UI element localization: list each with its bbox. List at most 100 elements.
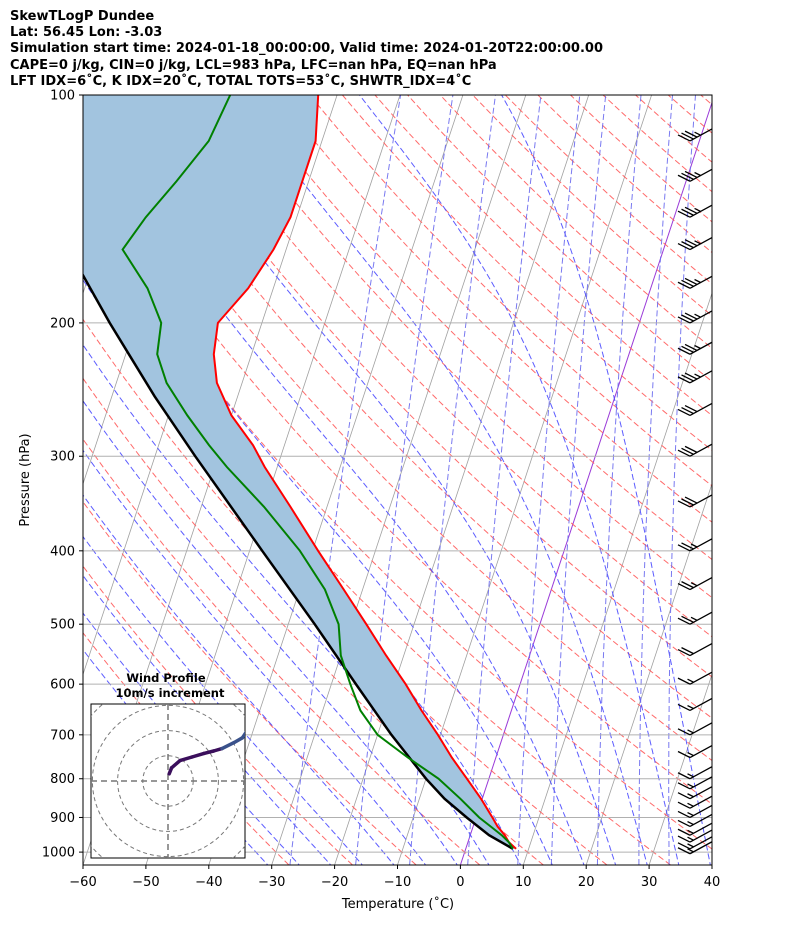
y-tick-label: 900: [50, 811, 75, 826]
wind-barb-flag: [677, 210, 691, 218]
title-station: SkewTLogP Dundee: [10, 9, 155, 24]
x-tick-label: −10: [384, 875, 411, 890]
wind-barb: [677, 841, 713, 855]
wind-barb: [677, 671, 713, 685]
isotherm: [711, 863, 712, 865]
hodograph-segment: [178, 755, 194, 763]
wind-barb-flag: [687, 820, 694, 826]
y-axis-label: Pressure (hPa): [18, 433, 33, 526]
mixing-ratio-line: [596, 95, 642, 865]
wind-barb-staff: [689, 494, 713, 508]
mixing-ratio-line: [550, 95, 607, 865]
wind-barb-flag: [681, 172, 694, 180]
wind-barb-flag: [687, 793, 694, 798]
x-axis: −60 −50 −40 −30 −20 −10 0 10 20 30 40: [69, 865, 720, 890]
wind-barbs: [677, 128, 713, 855]
x-tick-label: 30: [641, 875, 658, 890]
wind-barb: [677, 128, 713, 142]
hodograph: [91, 704, 245, 858]
wind-barb-staff: [689, 697, 713, 712]
y-tick-label: 200: [50, 316, 75, 331]
x-tick-label: 20: [578, 875, 595, 890]
wind-barb-flag: [681, 208, 694, 216]
wind-barb-flag: [681, 615, 694, 623]
mixing-ratio-line: [638, 95, 673, 865]
moist-adiabat: [501, 95, 711, 865]
wind-barb: [677, 804, 713, 819]
wind-barb: [677, 744, 713, 759]
wind-barb: [677, 443, 713, 457]
wind-barb-staff: [689, 822, 713, 836]
wind-barb-flag: [684, 239, 698, 247]
x-tick-label: −30: [258, 875, 285, 890]
wind-barb-staff: [689, 795, 713, 809]
wind-barb: [677, 275, 713, 289]
wind-barb-flag: [677, 728, 691, 736]
wind-barb-staff: [689, 538, 713, 552]
wind-barb: [677, 776, 713, 790]
dry-adiabat: [407, 95, 712, 383]
wind-barb-staff: [689, 804, 713, 819]
wind-barb: [677, 786, 713, 800]
wind-barb-flag: [677, 677, 691, 685]
dry-adiabat: [83, 438, 481, 865]
wind-barb: [677, 168, 713, 182]
hodograph-segment: [240, 730, 245, 740]
wind-barb-flag: [690, 616, 698, 621]
wind-barb-flag: [687, 773, 694, 778]
x-tick-label: −60: [69, 875, 96, 890]
dry-adiabat: [635, 95, 712, 163]
wind-barb-flag: [684, 312, 698, 320]
moist-adiabat: [83, 108, 585, 865]
dry-adiabat: [342, 95, 712, 451]
wind-barb: [677, 576, 713, 591]
wind-barb-flag: [677, 810, 691, 819]
wind-barb-staff: [689, 829, 713, 843]
title-stability-indices: LFT IDX=6˚C, K IDX=20˚C, TOTAL TOTS=53˚C…: [10, 73, 472, 89]
y-tick-label: 700: [50, 728, 75, 743]
wind-barb-flag: [694, 171, 701, 177]
wind-barb: [677, 538, 713, 552]
wind-barb-flag: [677, 544, 691, 552]
wind-barb: [677, 642, 713, 657]
hodograph-segment: [169, 758, 182, 770]
moist-adiabat: [83, 535, 363, 865]
wind-barb-flag: [681, 132, 694, 140]
wind-barb: [677, 204, 713, 218]
y-axis: 100 200 300 400 500 600 700 800 900 1000: [42, 89, 83, 861]
wind-barb-flag: [684, 372, 698, 380]
y-tick-label: 1000: [42, 846, 75, 861]
title-cape-indices: CAPE=0 j/kg, CIN=0 j/kg, LCL=983 hPa, LF…: [10, 57, 497, 73]
wind-barb-staff: [689, 776, 713, 790]
mixing-ratio-line: [355, 95, 454, 865]
wind-barb-flag: [681, 542, 694, 550]
wind-barb-staff: [689, 722, 713, 736]
wind-barb-flag: [694, 373, 701, 378]
moist-adiabat: [83, 449, 427, 865]
wind-barb: [677, 836, 713, 850]
zero-isotherm: [459, 100, 712, 865]
wind-barb-flag: [677, 750, 691, 759]
wind-barb: [677, 494, 713, 508]
wind-barb-staff: [689, 766, 713, 780]
parcel-line: [83, 272, 514, 850]
wind-barb-staff: [689, 204, 713, 218]
wind-barb: [677, 402, 713, 417]
wind-barb-flag: [677, 500, 691, 508]
wind-barb-flag: [687, 848, 694, 853]
wind-barb-flag: [681, 279, 694, 287]
wind-barb-flag: [681, 498, 694, 506]
mixing-ratio-line: [467, 95, 542, 865]
wind-barb: [677, 370, 713, 384]
wind-barb-flag: [677, 772, 691, 780]
wind-barb: [677, 766, 713, 780]
dry-adiabat: [276, 95, 712, 523]
wind-barb: [677, 795, 713, 809]
wind-barb-flag: [694, 344, 701, 350]
wind-barb-flag: [677, 801, 691, 809]
dry-adiabat: [309, 95, 712, 487]
y-tick-label: 300: [50, 450, 75, 465]
temperature-line: [212, 95, 517, 850]
wind-barb-flag: [677, 617, 691, 625]
wind-barb-flag: [684, 496, 698, 504]
